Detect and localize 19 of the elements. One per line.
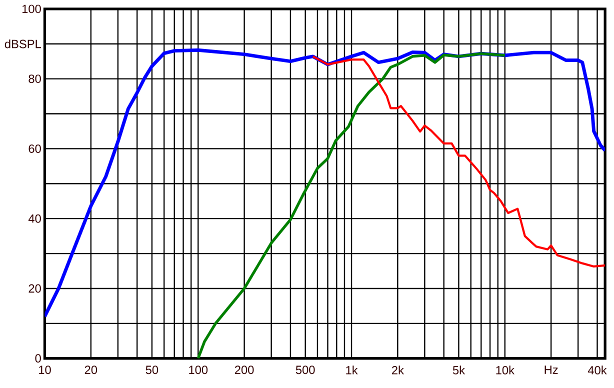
y-tick-label: 20: [28, 284, 41, 293]
x-tick-label: 50: [146, 366, 158, 374]
y-tick-label: 0: [35, 354, 41, 363]
y-tick-label: 60: [28, 144, 41, 153]
x-tick-label: 10k: [496, 366, 514, 374]
y-tick-label: dBSPL: [4, 39, 41, 48]
y-tick-label: 100: [22, 4, 41, 14]
x-tick-label: 2k: [392, 366, 404, 374]
y-tick-label: 40: [28, 214, 41, 223]
x-tick-label: Hz: [544, 366, 558, 374]
x-tick-label: 10: [39, 366, 51, 374]
x-tick-label: 1k: [346, 366, 358, 374]
y-tick-label: 80: [28, 74, 41, 83]
x-tick-label: 20: [84, 366, 98, 374]
x-tick-label: 40k: [588, 366, 607, 374]
x-tick-label: 5k: [452, 366, 466, 374]
x-tick-label: 500: [296, 366, 315, 374]
x-tick-label: 200: [234, 366, 254, 374]
x-tick-label: 100: [189, 366, 208, 374]
